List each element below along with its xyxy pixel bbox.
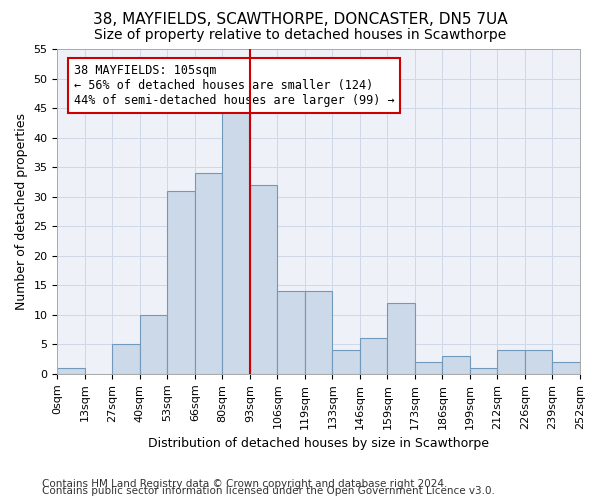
X-axis label: Distribution of detached houses by size in Scawthorpe: Distribution of detached houses by size … bbox=[148, 437, 489, 450]
Text: Contains public sector information licensed under the Open Government Licence v3: Contains public sector information licen… bbox=[42, 486, 495, 496]
Bar bbox=[223, 108, 250, 374]
Bar bbox=[277, 291, 305, 374]
Bar bbox=[388, 303, 415, 374]
Bar bbox=[167, 191, 195, 374]
Bar bbox=[140, 315, 167, 374]
Text: Contains HM Land Registry data © Crown copyright and database right 2024.: Contains HM Land Registry data © Crown c… bbox=[42, 479, 448, 489]
Bar bbox=[195, 173, 223, 374]
Text: Size of property relative to detached houses in Scawthorpe: Size of property relative to detached ho… bbox=[94, 28, 506, 42]
Bar bbox=[58, 368, 85, 374]
Bar bbox=[305, 291, 332, 374]
Bar bbox=[112, 344, 140, 374]
Text: 38 MAYFIELDS: 105sqm
← 56% of detached houses are smaller (124)
44% of semi-deta: 38 MAYFIELDS: 105sqm ← 56% of detached h… bbox=[74, 64, 395, 107]
Y-axis label: Number of detached properties: Number of detached properties bbox=[15, 113, 28, 310]
Bar bbox=[470, 368, 497, 374]
Bar bbox=[553, 362, 580, 374]
Bar bbox=[250, 185, 277, 374]
Bar bbox=[497, 350, 525, 374]
Bar bbox=[525, 350, 553, 374]
Text: 38, MAYFIELDS, SCAWTHORPE, DONCASTER, DN5 7UA: 38, MAYFIELDS, SCAWTHORPE, DONCASTER, DN… bbox=[92, 12, 508, 28]
Bar bbox=[442, 356, 470, 374]
Bar bbox=[360, 338, 388, 374]
Bar bbox=[332, 350, 360, 374]
Bar bbox=[415, 362, 442, 374]
